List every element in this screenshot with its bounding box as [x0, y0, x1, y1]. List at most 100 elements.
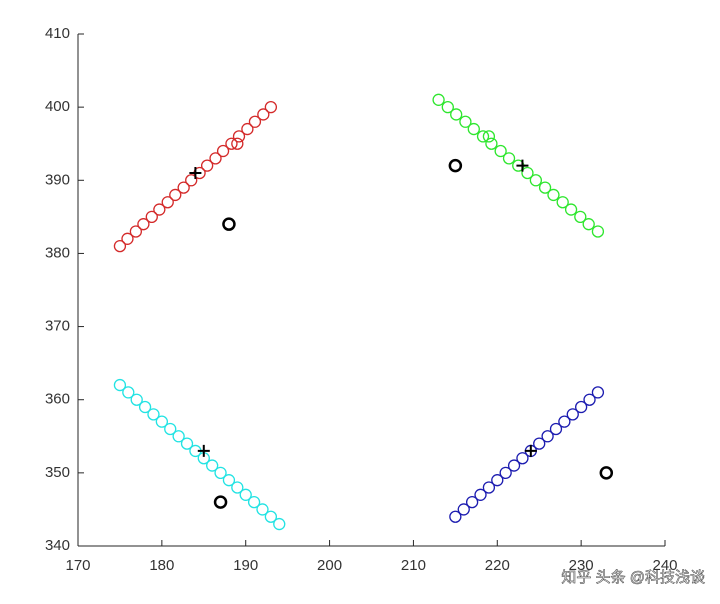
point — [129, 225, 143, 238]
point — [222, 474, 236, 487]
point — [273, 517, 286, 531]
point — [556, 196, 569, 209]
point — [441, 100, 454, 114]
point — [476, 130, 490, 143]
point — [257, 108, 270, 121]
point — [239, 488, 252, 501]
point — [161, 196, 174, 209]
point — [574, 210, 587, 224]
point — [449, 510, 462, 523]
point — [180, 437, 194, 450]
point — [241, 122, 254, 136]
x-tick-label: 230 — [569, 557, 594, 574]
point — [467, 122, 480, 136]
x-tick-label: 180 — [149, 557, 174, 574]
y-tick-label: 400 — [45, 98, 70, 115]
point — [459, 115, 472, 128]
point — [232, 130, 246, 143]
y-tick-label: 370 — [45, 318, 70, 335]
point — [482, 481, 496, 494]
x-tick-label: 220 — [485, 557, 510, 574]
point — [591, 225, 605, 238]
y-tick-label: 340 — [45, 537, 70, 554]
point — [474, 488, 487, 501]
point — [247, 495, 261, 509]
point — [155, 415, 169, 428]
point — [200, 159, 214, 172]
point — [516, 452, 529, 465]
watermark: 知乎 头条 @科技浅谈 — [561, 569, 705, 586]
point — [121, 232, 134, 245]
point — [599, 466, 614, 480]
point — [529, 174, 543, 187]
x-tick-label: 240 — [652, 557, 677, 574]
point — [482, 130, 496, 143]
plus-marker — [524, 444, 537, 457]
point — [177, 181, 190, 194]
point — [138, 400, 152, 414]
point — [216, 144, 230, 158]
point — [547, 188, 560, 202]
y-tick-label: 410 — [45, 25, 70, 42]
point — [494, 144, 507, 158]
point — [457, 503, 470, 516]
point — [164, 422, 177, 436]
point — [206, 459, 219, 472]
y-tick-label: 380 — [45, 244, 70, 261]
point — [521, 166, 534, 180]
y-tick-label: 350 — [45, 464, 70, 481]
point — [145, 210, 158, 224]
point — [214, 466, 227, 480]
point — [225, 137, 238, 150]
x-tick-label: 190 — [233, 557, 258, 574]
point — [209, 152, 222, 165]
point — [231, 481, 244, 494]
point — [583, 393, 596, 406]
point — [169, 188, 182, 202]
x-tick-label: 210 — [401, 557, 426, 574]
point — [485, 137, 498, 150]
point — [499, 466, 512, 480]
plus-marker — [197, 444, 210, 457]
point — [113, 239, 127, 253]
point — [533, 437, 546, 450]
plus-marker — [189, 166, 202, 179]
point — [465, 495, 479, 509]
point — [591, 386, 605, 399]
point — [122, 386, 135, 399]
point — [172, 430, 185, 443]
point — [564, 203, 578, 216]
plus-marker — [516, 159, 529, 172]
point — [113, 378, 127, 392]
x-tick-label: 170 — [65, 557, 90, 574]
point — [153, 203, 166, 216]
point — [507, 459, 521, 472]
point — [264, 510, 278, 523]
point — [566, 408, 579, 421]
y-tick-label: 360 — [45, 391, 70, 408]
point — [185, 174, 198, 187]
y-tick-label: 390 — [45, 171, 70, 188]
point — [256, 503, 269, 516]
point — [549, 422, 563, 436]
point — [450, 108, 463, 121]
point — [231, 137, 244, 150]
point — [582, 218, 595, 231]
point — [541, 430, 554, 443]
point — [130, 393, 143, 406]
point — [448, 158, 463, 173]
point — [264, 100, 278, 114]
point — [147, 408, 160, 421]
point — [502, 152, 516, 165]
point — [248, 115, 262, 128]
point — [213, 495, 228, 509]
point — [137, 218, 150, 231]
point — [222, 217, 236, 231]
point — [574, 400, 588, 414]
point — [558, 415, 571, 428]
point — [432, 93, 445, 106]
point — [491, 474, 504, 487]
x-tick-label: 200 — [317, 557, 342, 574]
